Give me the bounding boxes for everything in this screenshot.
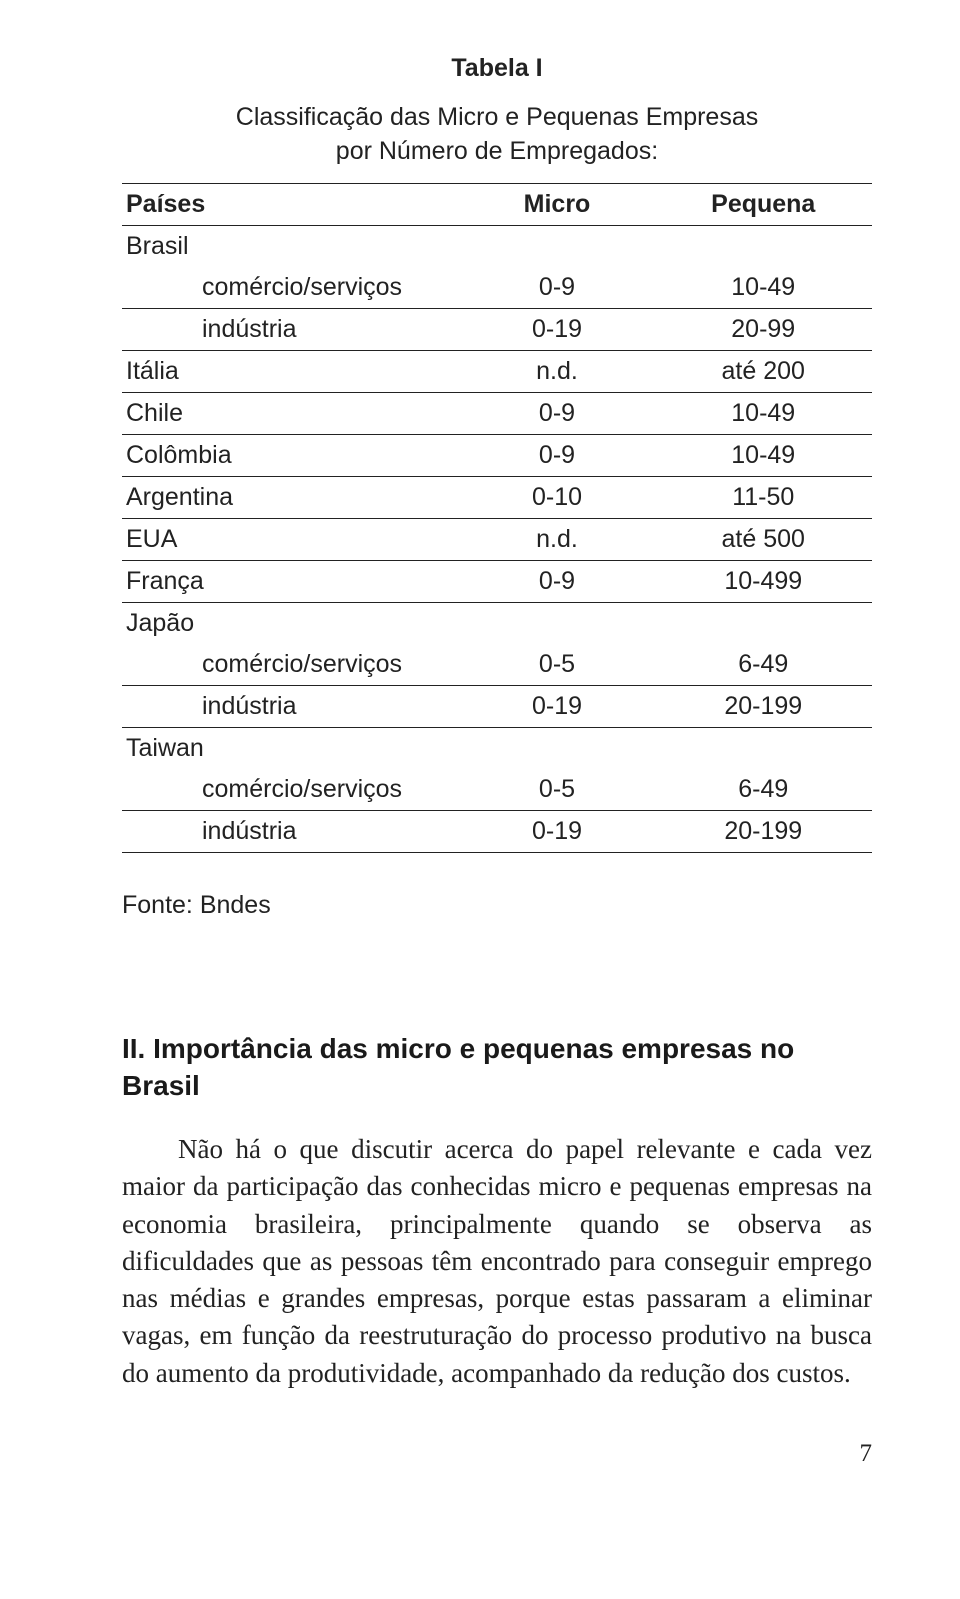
table-row: Brasil [122,225,872,267]
table-header-pequena: Pequena [655,183,873,225]
table-cell-pequena: 10-499 [655,560,873,602]
table-caption: Classificação das Micro e Pequenas Empre… [122,101,872,169]
table-cell-pequena: 10-49 [655,267,873,309]
table-cell-country: comércio/serviços [122,644,460,686]
table-header-micro: Micro [460,183,655,225]
table-cell-micro: 0-10 [460,476,655,518]
table-cell-pequena: 20-199 [655,685,873,727]
table-cell-pequena: 10-49 [655,434,873,476]
table-row: indústria0-1920-199 [122,685,872,727]
table-cell-pequena [655,727,873,769]
section-heading: II. Importância das micro e pequenas emp… [122,1030,872,1106]
table-cell-country: Brasil [122,225,460,267]
table-cell-micro: 0-5 [460,769,655,811]
table-cell-country: indústria [122,810,460,852]
table-row: Argentina0-1011-50 [122,476,872,518]
table-cell-pequena: 20-199 [655,810,873,852]
table-cell-micro: n.d. [460,518,655,560]
table-cell-micro: 0-9 [460,267,655,309]
table-cell-micro: 0-19 [460,810,655,852]
table-cell-country: França [122,560,460,602]
table-cell-country: Taiwan [122,727,460,769]
table-cell-country: comércio/serviços [122,267,460,309]
table-cell-country: Argentina [122,476,460,518]
table-row: indústria0-1920-199 [122,810,872,852]
body-paragraph: Não há o que discutir acerca do papel re… [122,1131,872,1392]
table-cell-pequena: 6-49 [655,769,873,811]
table-cell-country: EUA [122,518,460,560]
table-row: França0-910-499 [122,560,872,602]
table-cell-micro [460,225,655,267]
classification-table: Países Micro Pequena Brasilcomércio/serv… [122,183,872,853]
table-cell-micro: 0-9 [460,434,655,476]
table-cell-pequena: 11-50 [655,476,873,518]
page-number: 7 [122,1440,872,1468]
table-cell-country: Itália [122,350,460,392]
table-cell-micro [460,727,655,769]
table-cell-micro: 0-5 [460,644,655,686]
table-cell-pequena [655,602,873,644]
table-row: indústria0-1920-99 [122,308,872,350]
table-row: comércio/serviços0-910-49 [122,267,872,309]
table-row: comércio/serviços0-56-49 [122,769,872,811]
table-cell-pequena: 20-99 [655,308,873,350]
table-row: Japão [122,602,872,644]
table-cell-pequena: 10-49 [655,392,873,434]
table-cell-country: indústria [122,308,460,350]
table-cell-micro: 0-9 [460,392,655,434]
table-cell-micro: 0-9 [460,560,655,602]
table-cell-country: Japão [122,602,460,644]
table-cell-country: comércio/serviços [122,769,460,811]
table-cell-micro: 0-19 [460,308,655,350]
table-caption-line-2: por Número de Empregados: [336,137,658,165]
table-row: EUAn.d.até 500 [122,518,872,560]
table-cell-pequena: até 200 [655,350,873,392]
table-caption-line-1: Classificação das Micro e Pequenas Empre… [236,103,758,131]
table-cell-country: indústria [122,685,460,727]
table-row: comércio/serviços0-56-49 [122,644,872,686]
table-row: Colômbia0-910-49 [122,434,872,476]
table-title: Tabela I [122,54,872,83]
table-cell-pequena: 6-49 [655,644,873,686]
table-header-row: Países Micro Pequena [122,183,872,225]
table-cell-country: Chile [122,392,460,434]
table-cell-country: Colômbia [122,434,460,476]
table-cell-pequena: até 500 [655,518,873,560]
table-header-paises: Países [122,183,460,225]
table-row: Itálian.d.até 200 [122,350,872,392]
table-source: Fonte: Bndes [122,891,872,920]
table-cell-micro: 0-19 [460,685,655,727]
table-row: Chile0-910-49 [122,392,872,434]
table-row: Taiwan [122,727,872,769]
table-cell-micro: n.d. [460,350,655,392]
table-cell-micro [460,602,655,644]
table-cell-pequena [655,225,873,267]
